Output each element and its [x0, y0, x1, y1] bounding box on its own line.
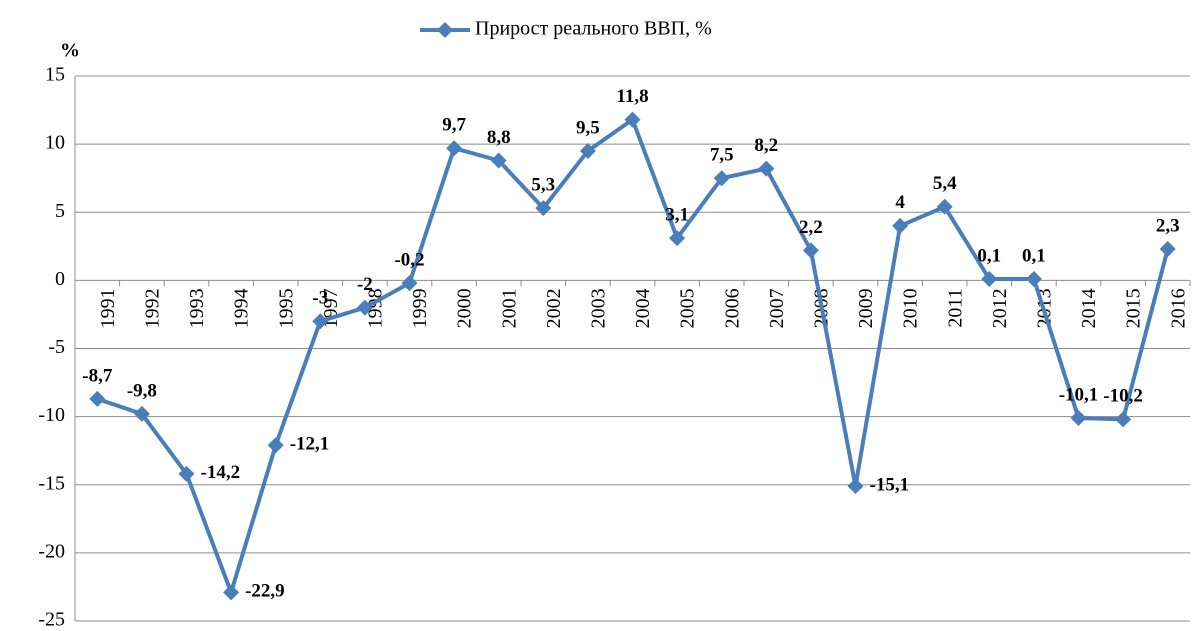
y-tick-label: 0 [55, 268, 65, 290]
x-tick-label: 1999 [409, 288, 431, 328]
value-label: 7,5 [710, 145, 734, 166]
value-label: 4 [895, 192, 905, 213]
marker [1070, 409, 1087, 426]
x-tick-label: 1993 [186, 288, 208, 328]
value-label: -12,1 [290, 434, 330, 455]
y-tick-label: -15 [38, 472, 65, 494]
y-axis-label: % [60, 40, 80, 62]
value-label: -8,7 [82, 365, 113, 386]
marker [401, 275, 418, 292]
x-tick-label: 2015 [1123, 288, 1145, 328]
marker [133, 405, 150, 422]
marker [669, 230, 686, 247]
marker [1115, 411, 1132, 428]
value-label: 11,8 [616, 86, 648, 107]
marker [446, 140, 463, 157]
marker [936, 198, 953, 215]
value-label: 2,2 [799, 217, 823, 238]
x-tick-label: 2011 [944, 288, 966, 327]
value-label: 3,1 [665, 204, 689, 225]
y-tick-label: 10 [45, 132, 65, 154]
x-tick-label: 2012 [989, 288, 1011, 328]
marker [758, 160, 775, 177]
value-label: 2,3 [1156, 215, 1180, 236]
x-tick-label: 1994 [231, 288, 253, 328]
marker [89, 390, 106, 407]
value-label: -22,9 [245, 581, 285, 602]
marker [892, 217, 909, 234]
value-label: 9,5 [576, 117, 600, 138]
y-tick-label: 5 [55, 200, 65, 222]
x-tick-label: 1992 [141, 288, 163, 328]
value-label: -2 [357, 274, 373, 295]
value-label: 0,1 [977, 245, 1001, 266]
y-tick-label: -10 [38, 404, 65, 426]
y-tick-label: -5 [48, 336, 65, 358]
marker [579, 142, 596, 159]
x-tick-label: 2002 [543, 288, 565, 328]
marker [223, 584, 240, 601]
value-label: 0,1 [1022, 245, 1046, 266]
value-label: -14,2 [201, 462, 241, 483]
marker [1159, 241, 1176, 258]
x-tick-label: 2014 [1078, 288, 1100, 328]
value-label: -10,1 [1059, 384, 1099, 405]
value-label: 9,7 [442, 115, 466, 136]
legend-marker [437, 22, 453, 38]
marker [713, 170, 730, 187]
x-tick-label: 2010 [900, 288, 922, 328]
marker [1025, 271, 1042, 288]
marker [847, 478, 864, 495]
x-tick-label: 2006 [721, 288, 743, 328]
x-tick-label: 2005 [677, 288, 699, 328]
x-tick-label: 2016 [1167, 288, 1189, 328]
y-tick-label: 15 [45, 64, 65, 86]
x-tick-label: 1991 [97, 288, 119, 328]
value-label: 8,8 [487, 127, 511, 148]
legend-label: Прирост реального ВВП, % [475, 18, 712, 40]
x-tick-label: 1995 [275, 288, 297, 328]
marker [802, 242, 819, 259]
value-label: -0,2 [394, 249, 424, 270]
marker [267, 437, 284, 454]
marker [312, 313, 329, 330]
series-line [96, 116, 1170, 599]
x-tick-label: 2001 [498, 288, 520, 328]
marker [535, 200, 552, 217]
value-label: -3 [312, 288, 328, 309]
value-label: -10,2 [1103, 386, 1143, 407]
marker [356, 299, 373, 316]
value-label: 5,3 [531, 175, 555, 196]
x-tick-label: 2003 [587, 288, 609, 328]
value-label: -9,8 [127, 380, 157, 401]
y-tick-label: -25 [38, 609, 65, 631]
marker [490, 152, 507, 169]
value-label: 8,2 [754, 135, 778, 156]
x-tick-label: 2000 [454, 288, 476, 328]
x-tick-label: 2004 [632, 288, 654, 328]
y-tick-label: -20 [38, 540, 65, 562]
marker [624, 111, 641, 128]
marker [178, 465, 195, 482]
marker [981, 271, 998, 288]
value-label: 5,4 [933, 173, 957, 194]
value-label: -15,1 [870, 474, 910, 495]
x-tick-label: 2009 [855, 288, 877, 328]
x-tick-label: 2007 [766, 288, 788, 328]
